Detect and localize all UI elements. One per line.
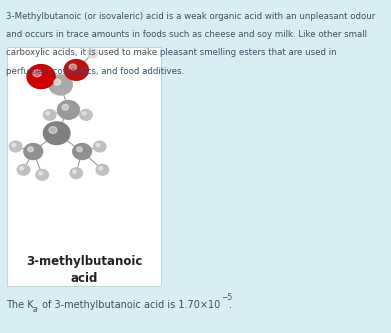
Text: .: . — [229, 300, 232, 310]
Circle shape — [70, 168, 83, 178]
Circle shape — [80, 110, 92, 120]
Circle shape — [24, 144, 43, 160]
Circle shape — [43, 110, 56, 120]
Circle shape — [62, 105, 69, 110]
Circle shape — [49, 75, 72, 95]
Text: carboxylic acids, it is used to make pleasant smelling esters that are used in: carboxylic acids, it is used to make ple… — [6, 48, 337, 57]
Text: of 3-methylbutanoic acid is 1.70×10: of 3-methylbutanoic acid is 1.70×10 — [39, 300, 221, 310]
Circle shape — [73, 170, 76, 173]
Circle shape — [28, 147, 33, 152]
Circle shape — [49, 127, 57, 134]
Text: perfumes, cosmetics, and food additives.: perfumes, cosmetics, and food additives. — [6, 67, 184, 76]
Circle shape — [9, 141, 22, 152]
FancyBboxPatch shape — [7, 47, 161, 286]
Text: a: a — [32, 304, 37, 314]
Circle shape — [73, 144, 91, 160]
Circle shape — [54, 79, 61, 85]
Text: and occurs in trace amounts in foods such as cheese and soy milk. Like other sma: and occurs in trace amounts in foods suc… — [6, 30, 367, 39]
Text: −5: −5 — [221, 292, 233, 302]
Circle shape — [88, 49, 98, 58]
Circle shape — [90, 51, 93, 53]
Circle shape — [27, 65, 55, 89]
Circle shape — [57, 101, 79, 119]
Circle shape — [69, 64, 77, 70]
Circle shape — [36, 169, 48, 180]
Circle shape — [46, 112, 50, 115]
Circle shape — [33, 70, 41, 77]
Circle shape — [77, 147, 82, 152]
Circle shape — [99, 167, 102, 170]
Circle shape — [64, 60, 88, 80]
Circle shape — [17, 165, 30, 175]
Circle shape — [93, 141, 106, 152]
Text: acid: acid — [70, 271, 98, 285]
Circle shape — [20, 167, 23, 170]
Circle shape — [39, 172, 42, 175]
Text: The K: The K — [6, 300, 34, 310]
Circle shape — [43, 122, 70, 145]
Circle shape — [83, 112, 86, 115]
Text: 3-Methylbutanoic (or isovaleric) acid is a weak organic acid with an unpleasant : 3-Methylbutanoic (or isovaleric) acid is… — [6, 12, 375, 21]
Circle shape — [12, 144, 16, 147]
Circle shape — [96, 165, 109, 175]
Text: 3-methylbutanoic: 3-methylbutanoic — [26, 255, 142, 268]
Circle shape — [96, 144, 100, 147]
